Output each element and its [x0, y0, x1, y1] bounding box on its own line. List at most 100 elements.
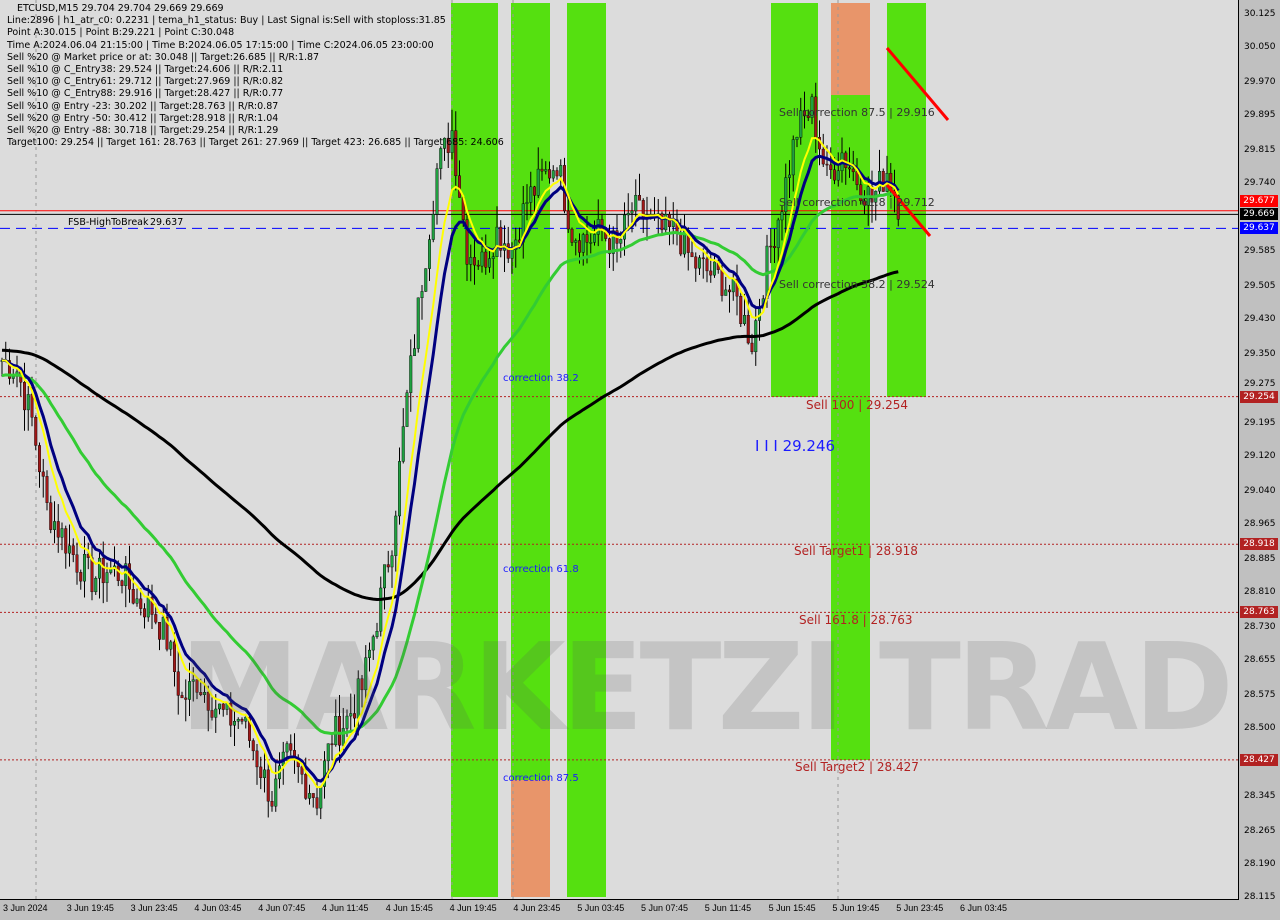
candle-body	[289, 743, 293, 751]
price-tick: 28.655	[1244, 654, 1276, 665]
candle-body	[739, 295, 743, 324]
zone-band	[511, 3, 550, 780]
info-line: Point A:30.015 | Point B:29.221 | Point …	[7, 27, 235, 39]
price-tag: 29.677	[1240, 195, 1278, 208]
candle-body	[349, 713, 353, 717]
candle-body	[698, 257, 702, 269]
time-tick: 5 Jun 15:45	[768, 903, 816, 913]
candle-body	[56, 521, 60, 538]
candle-body	[780, 211, 784, 221]
zone-band	[887, 3, 926, 397]
candle-body	[30, 394, 34, 418]
info-line: Sell %20 @ Entry -88: 30.718 || Target:2…	[7, 125, 279, 137]
candle-body	[701, 257, 705, 260]
candle-body	[240, 719, 244, 722]
candle-body	[724, 289, 728, 296]
candle-body	[255, 750, 259, 768]
candle-body	[803, 110, 807, 117]
candle-body	[529, 186, 533, 203]
candle-body	[60, 528, 64, 538]
candle-body	[150, 597, 154, 615]
chart-svg	[0, 0, 1238, 899]
candle-body	[131, 589, 135, 604]
candle-body	[38, 445, 42, 473]
candle-body	[548, 169, 552, 179]
ma-fast-line	[1, 154, 900, 783]
time-tick: 3 Jun 2024	[3, 903, 48, 913]
price-tick: 29.740	[1244, 178, 1276, 189]
candle-body	[848, 167, 852, 170]
trend-line	[885, 47, 950, 121]
candle-body	[593, 234, 597, 243]
candle-body	[244, 716, 248, 722]
candle-body	[199, 692, 203, 695]
info-line: Sell %20 @ Entry -50: 30.412 || Target:2…	[7, 112, 279, 124]
candle-body	[746, 315, 750, 344]
candle-body	[540, 168, 544, 172]
time-tick: 4 Jun 03:45	[194, 903, 242, 913]
candle-body	[154, 614, 158, 623]
info-panel: ETCUSD,M15 29.704 29.704 29.669 29.669 L…	[7, 3, 504, 149]
time-tick: 4 Jun 11:45	[322, 903, 369, 913]
candle-body	[776, 219, 780, 248]
candle-body	[142, 608, 146, 618]
candle-body	[184, 697, 188, 700]
candle-body	[49, 502, 53, 530]
annotation: Sell correction 38.2 | 29.524	[779, 278, 935, 291]
candle-body	[401, 426, 405, 462]
ma-signal-line	[1, 137, 900, 789]
candle-body	[94, 578, 98, 593]
candle-body	[570, 228, 574, 243]
chart-plot-area[interactable]: ETCUSD,M15 29.704 29.704 29.669 29.669 L…	[0, 0, 1239, 900]
candle-body	[465, 219, 469, 265]
candle-body	[172, 641, 176, 672]
info-line: Target100: 29.254 || Target 161: 28.763 …	[7, 137, 504, 149]
candle-body	[353, 713, 357, 719]
candle-body	[454, 130, 458, 177]
price-tick: 29.815	[1244, 145, 1276, 156]
candle-body	[709, 270, 713, 276]
candle-body	[750, 342, 754, 353]
price-tick: 29.195	[1244, 417, 1276, 428]
price-tick: 28.115	[1244, 892, 1276, 902]
time-tick: 4 Jun 19:45	[449, 903, 497, 913]
candle-body	[690, 252, 694, 258]
candle-body	[180, 695, 184, 699]
candle-body	[67, 545, 71, 554]
candle-body	[728, 289, 732, 293]
candle-body	[443, 137, 447, 149]
price-tick: 29.350	[1244, 349, 1276, 360]
candle-body	[364, 657, 368, 691]
candle-body	[64, 528, 68, 554]
candle-body	[439, 148, 443, 169]
candle-body	[720, 269, 724, 296]
candle-body	[345, 715, 349, 729]
candle-body	[383, 564, 387, 589]
time-axis[interactable]: 3 Jun 2024 3 Jun 19:45 3 Jun 23:45 4 Jun 03…	[0, 900, 1239, 920]
candle-body	[863, 200, 867, 206]
candle-body	[390, 555, 394, 568]
price-tick: 29.430	[1244, 314, 1276, 325]
candle-body	[75, 554, 79, 573]
candle-body	[608, 238, 612, 254]
trend-line	[885, 184, 932, 237]
candle-body	[544, 169, 548, 172]
candle-body	[829, 164, 833, 170]
time-tick: 4 Jun 23:45	[513, 903, 561, 913]
price-tick: 28.190	[1244, 859, 1276, 870]
annotation: Sell 161.8 | 28.763	[799, 613, 913, 627]
annotation: Sell Target2 | 28.427	[795, 760, 919, 774]
candle-body	[495, 226, 499, 257]
candle-body	[135, 598, 139, 604]
fsb-label: FSB-HighToBreak	[68, 217, 149, 228]
candle-body	[326, 743, 330, 762]
candle-body	[514, 239, 518, 250]
annotation: correction 38.2	[503, 373, 579, 384]
fsb-value: 29.637	[150, 217, 184, 228]
price-tick: 29.585	[1244, 246, 1276, 257]
candle-body	[11, 376, 15, 379]
candle-body	[458, 175, 462, 198]
price-tick: 30.125	[1244, 9, 1276, 19]
candle-body	[165, 617, 169, 650]
price-axis[interactable]: 29.677 29.669 29.637 29.254 28.918 28.763 28.4…	[1239, 0, 1280, 920]
